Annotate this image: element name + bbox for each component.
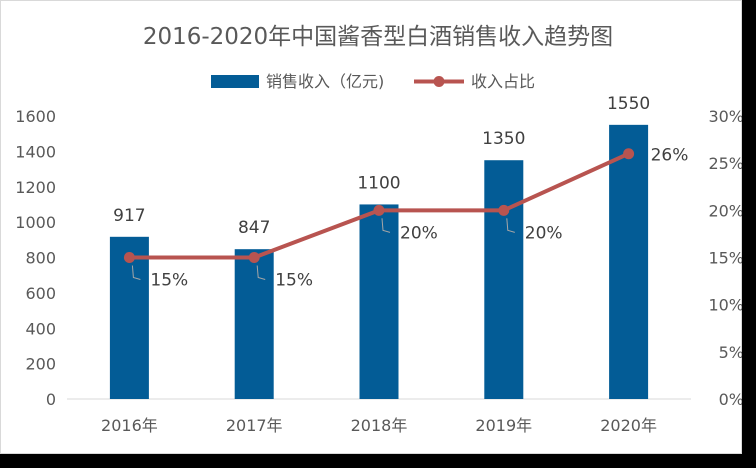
y-left-tick-label: 1600 <box>15 107 56 126</box>
line-value-label: 15% <box>150 271 188 291</box>
y-right-tick-label: 15% <box>708 249 743 268</box>
legend: 销售收入（亿元) 收入占比 <box>211 72 535 91</box>
left-axis: 0 200 400 600 800 1000 1200 1400 1600 <box>15 107 56 409</box>
right-axis: 0% 5% 10% 15% 20% 25% 30% <box>708 107 744 409</box>
legend-bar-label: 销售收入（亿元) <box>266 72 384 91</box>
bar <box>234 249 274 399</box>
y-left-tick-label: 1400 <box>15 142 56 161</box>
line-point <box>123 252 135 263</box>
y-right-tick-label: 25% <box>708 154 743 173</box>
x-tick-label: 2020年 <box>600 416 657 435</box>
y-left-tick-label: 1200 <box>15 178 56 197</box>
y-right-tick-label: 0% <box>719 390 743 409</box>
y-left-tick-label: 1000 <box>15 213 56 232</box>
x-tick-label: 2019年 <box>475 416 532 435</box>
bar <box>484 160 524 399</box>
y-left-tick-label: 0 <box>46 390 56 409</box>
data-label-leader <box>131 265 141 280</box>
line-point <box>498 204 510 216</box>
y-right-tick-label: 20% <box>708 201 743 220</box>
line-point <box>373 204 385 216</box>
bar-labels: 917 847 1100 1350 1550 <box>113 94 650 238</box>
legend-bar-swatch <box>211 75 259 88</box>
line-value-label: 26% <box>651 146 689 166</box>
chart: 2016-2020年中国酱香型白酒销售收入趋势图 销售收入（亿元) 收入占比 0… <box>15 24 744 435</box>
chart-frame: 2016-2020年中国酱香型白酒销售收入趋势图 销售收入（亿元) 收入占比 0… <box>0 0 744 454</box>
bar-value-label: 847 <box>238 218 270 238</box>
x-axis: 2016年 2017年 2018年 2019年 2020年 <box>101 416 657 435</box>
bar <box>359 204 399 399</box>
y-left-tick-label: 200 <box>25 355 56 374</box>
line-value-label: 20% <box>400 223 438 243</box>
y-left-tick-label: 400 <box>25 319 56 338</box>
y-right-tick-label: 10% <box>708 296 743 315</box>
data-label-leader <box>506 218 515 233</box>
bar-value-label: 1550 <box>607 94 650 114</box>
x-tick-label: 2018年 <box>351 416 408 435</box>
bars <box>109 124 649 399</box>
data-label-leader <box>256 265 266 280</box>
line-point <box>248 252 260 263</box>
line-point <box>623 148 635 160</box>
y-right-tick-label: 30% <box>708 107 743 126</box>
bar-value-label: 1350 <box>482 129 525 149</box>
y-right-tick-label: 5% <box>719 343 743 362</box>
chart-title: 2016-2020年中国酱香型白酒销售收入趋势图 <box>143 24 613 50</box>
data-label-leader <box>381 218 391 233</box>
x-tick-label: 2016年 <box>101 416 158 435</box>
x-tick-label: 2017年 <box>226 416 283 435</box>
line-value-label: 20% <box>525 223 563 243</box>
y-left-tick-label: 800 <box>25 249 56 268</box>
shadow-right <box>742 6 756 468</box>
legend-line-marker <box>433 76 445 87</box>
line-series: 15% 15% 20% 20% 26% <box>123 146 689 291</box>
bar <box>609 124 649 399</box>
shadow-bottom <box>6 454 756 468</box>
legend-line-label: 收入占比 <box>471 72 535 91</box>
bar-value-label: 917 <box>113 206 145 226</box>
bar-value-label: 1100 <box>357 173 400 193</box>
line-value-label: 15% <box>275 271 313 291</box>
bar <box>109 236 149 399</box>
y-left-tick-label: 600 <box>25 284 56 303</box>
